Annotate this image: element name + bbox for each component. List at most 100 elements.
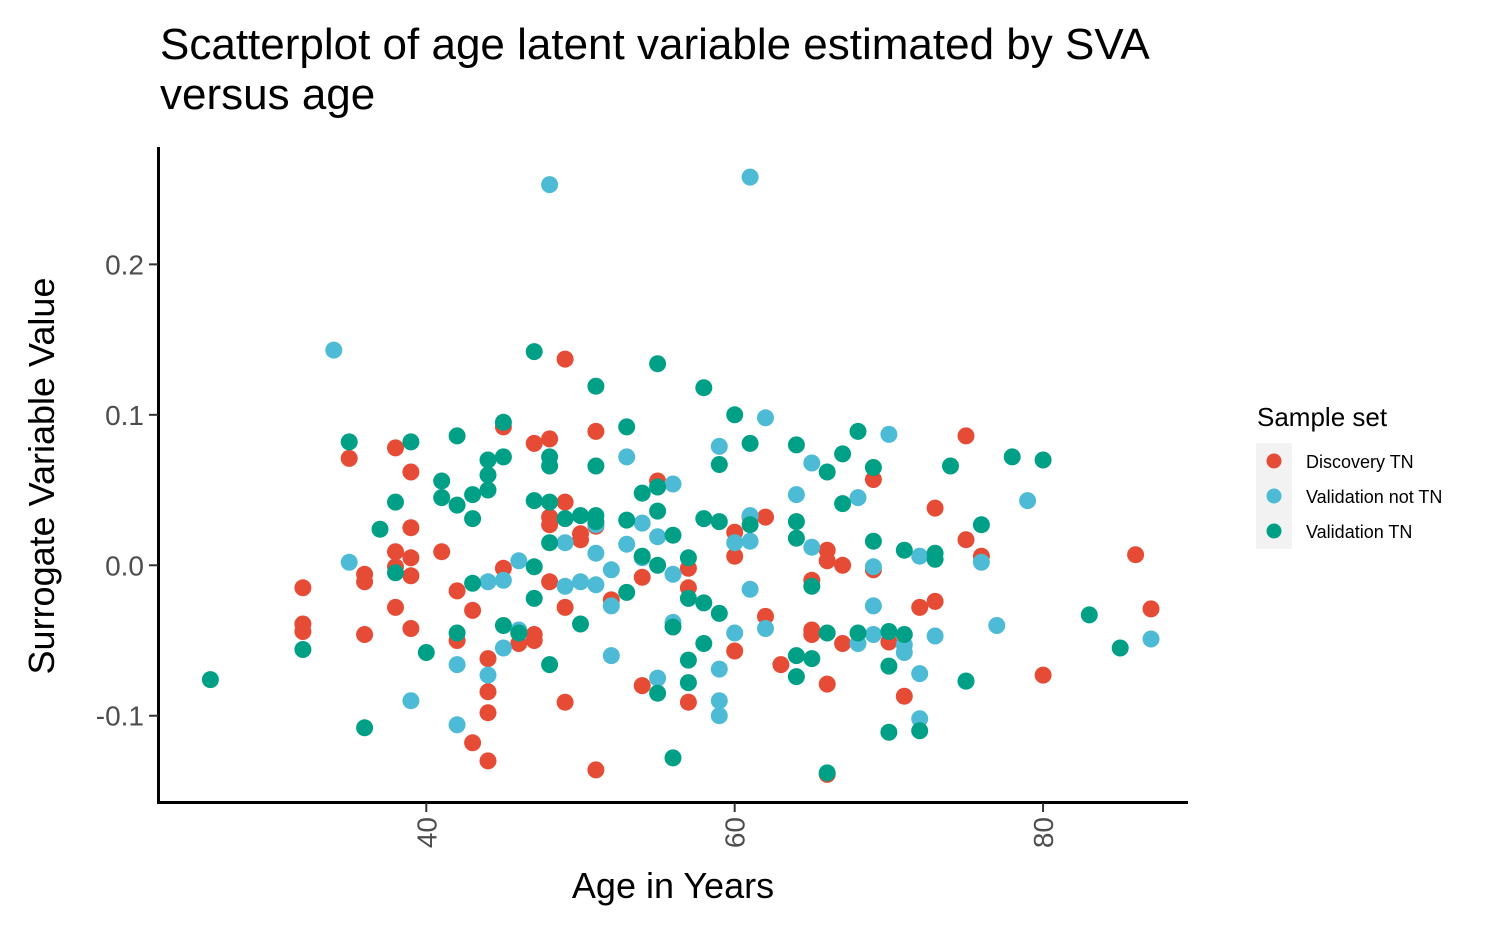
point-validation-tn-44: [633, 547, 651, 565]
point-validation-tn-17: [479, 451, 497, 469]
x-axis-title: Age in Years: [572, 865, 774, 906]
x-tick-label-2: 80: [1028, 817, 1059, 848]
point-validation-tn-34: [572, 507, 589, 525]
point-discovery-tn-76: [957, 531, 975, 549]
legend-label-discovery-tn: Discovery TN: [1306, 452, 1414, 472]
point-validation-tn-55: [679, 651, 697, 669]
point-validation-not-tn-52: [895, 644, 913, 661]
point-validation-not-tn-44: [803, 538, 821, 556]
point-validation-tn-70: [787, 647, 805, 665]
point-validation-not-tn-40: [757, 409, 774, 427]
point-validation-not-tn-30: [710, 437, 728, 455]
point-validation-not-tn-27: [664, 475, 682, 493]
point-validation-tn-48: [649, 556, 667, 574]
point-validation-tn-65: [741, 434, 759, 452]
point-validation-not-tn-13: [556, 577, 574, 595]
point-validation-not-tn-48: [864, 597, 882, 615]
point-validation-not-tn-59: [988, 617, 1006, 634]
point-discovery-tn-10: [387, 598, 404, 616]
point-discovery-tn-36: [556, 350, 574, 368]
point-discovery-tn-39: [556, 693, 574, 711]
point-discovery-tn-35: [541, 573, 559, 591]
point-validation-tn-84: [880, 657, 898, 675]
y-tick-label-0: -0.1: [96, 701, 144, 732]
point-validation-tn-66: [741, 516, 759, 534]
point-discovery-tn-17: [448, 582, 466, 600]
point-discovery-tn-8: [387, 543, 404, 561]
point-validation-tn-78: [834, 495, 852, 513]
point-discovery-tn-32: [541, 430, 559, 448]
point-validation-tn-16: [464, 574, 482, 592]
point-validation-not-tn-35: [726, 624, 744, 642]
point-validation-not-tn-39: [741, 580, 759, 598]
point-validation-tn-36: [587, 377, 605, 395]
point-discovery-tn-64: [818, 675, 836, 693]
point-discovery-tn-26: [494, 559, 512, 577]
point-validation-tn-5: [387, 493, 404, 511]
point-validation-not-tn-43: [803, 454, 821, 472]
point-discovery-tn-47: [633, 677, 651, 695]
point-validation-not-tn-36: [741, 168, 759, 186]
point-discovery-tn-22: [479, 683, 497, 701]
legend-key-validation-tn: [1266, 523, 1282, 539]
point-validation-tn-49: [649, 684, 667, 702]
point-validation-not-tn-2: [402, 692, 420, 710]
point-validation-tn-51: [664, 618, 682, 636]
point-discovery-tn-3: [340, 449, 358, 467]
point-validation-tn-0: [201, 671, 219, 689]
point-validation-tn-63: [710, 604, 728, 622]
legend-title: Sample set: [1257, 402, 1388, 432]
point-discovery-tn-41: [572, 531, 589, 549]
point-validation-tn-12: [448, 496, 466, 514]
point-validation-tn-85: [880, 723, 898, 741]
point-validation-tn-59: [695, 594, 713, 612]
point-validation-tn-93: [972, 516, 990, 534]
point-validation-not-tn-6: [479, 666, 497, 684]
point-discovery-tn-51: [679, 693, 697, 711]
point-validation-tn-35: [572, 615, 589, 633]
point-validation-tn-43: [633, 484, 651, 502]
point-discovery-tn-66: [834, 556, 852, 574]
point-validation-tn-58: [695, 510, 713, 528]
point-validation-tn-8: [417, 644, 435, 661]
point-discovery-tn-57: [757, 607, 774, 625]
point-validation-not-tn-55: [911, 710, 929, 728]
point-validation-tn-13: [448, 624, 466, 642]
point-validation-tn-7: [402, 433, 420, 451]
point-validation-not-tn-21: [618, 448, 636, 466]
point-validation-not-tn-20: [602, 647, 620, 665]
point-validation-tn-4: [371, 520, 389, 538]
chart-title: Scatterplot of age latent variable estim…: [160, 20, 1148, 119]
point-validation-tn-23: [510, 624, 528, 642]
y-tick-label-1: 0.0: [105, 550, 144, 581]
x-tick-label-0: 40: [411, 817, 442, 848]
point-validation-tn-25: [525, 492, 543, 510]
point-validation-not-tn-18: [602, 561, 620, 579]
point-validation-tn-9: [433, 472, 451, 490]
point-validation-tn-52: [664, 749, 682, 767]
point-validation-not-tn-56: [926, 627, 944, 645]
point-validation-not-tn-54: [911, 665, 929, 683]
point-validation-tn-90: [926, 550, 944, 568]
point-validation-not-tn-28: [664, 565, 682, 583]
point-discovery-tn-31: [525, 632, 543, 649]
point-discovery-tn-7: [387, 439, 404, 457]
point-validation-tn-22: [494, 617, 512, 634]
point-discovery-tn-58: [772, 656, 790, 674]
point-validation-not-tn-47: [864, 558, 882, 576]
point-discovery-tn-71: [895, 687, 913, 705]
point-validation-not-tn-0: [325, 341, 343, 359]
point-validation-tn-72: [803, 577, 821, 595]
point-validation-not-tn-3: [448, 656, 466, 674]
y-axis-ticks: -0.1 0.0 0.1 0.2: [96, 249, 158, 732]
point-validation-not-tn-45: [849, 489, 867, 507]
point-validation-not-tn-61: [1142, 630, 1160, 648]
point-validation-tn-91: [942, 457, 959, 475]
point-discovery-tn-6: [356, 626, 374, 643]
point-validation-not-tn-58: [972, 553, 990, 571]
point-validation-not-tn-9: [510, 552, 528, 570]
point-validation-not-tn-4: [448, 716, 466, 734]
point-validation-tn-26: [525, 558, 543, 576]
point-validation-tn-82: [864, 532, 882, 550]
